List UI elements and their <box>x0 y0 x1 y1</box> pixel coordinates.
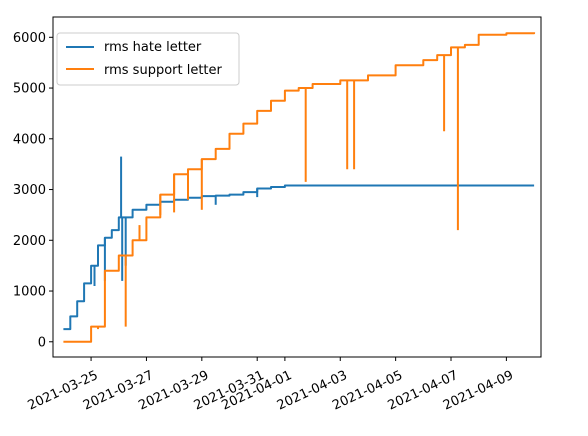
y-tick-label: 2000 <box>13 234 46 249</box>
series-line-support <box>63 32 536 343</box>
y-tick-label: 6000 <box>13 31 46 46</box>
legend: rms hate letter rms support letter <box>56 32 240 86</box>
legend-box <box>56 32 240 86</box>
series-line-hate <box>63 184 535 331</box>
legend-label-hate: rms hate letter <box>104 40 202 55</box>
y-tick-label: 4000 <box>13 132 46 147</box>
legend-label-support: rms support letter <box>104 63 223 78</box>
plot-area <box>63 32 536 343</box>
axes-frame <box>52 16 542 358</box>
y-tick-label: 5000 <box>13 82 46 97</box>
y-tick-label: 3000 <box>13 183 46 198</box>
y-tick-label: 0 <box>38 335 46 350</box>
y-tick-label: 1000 <box>13 285 46 300</box>
